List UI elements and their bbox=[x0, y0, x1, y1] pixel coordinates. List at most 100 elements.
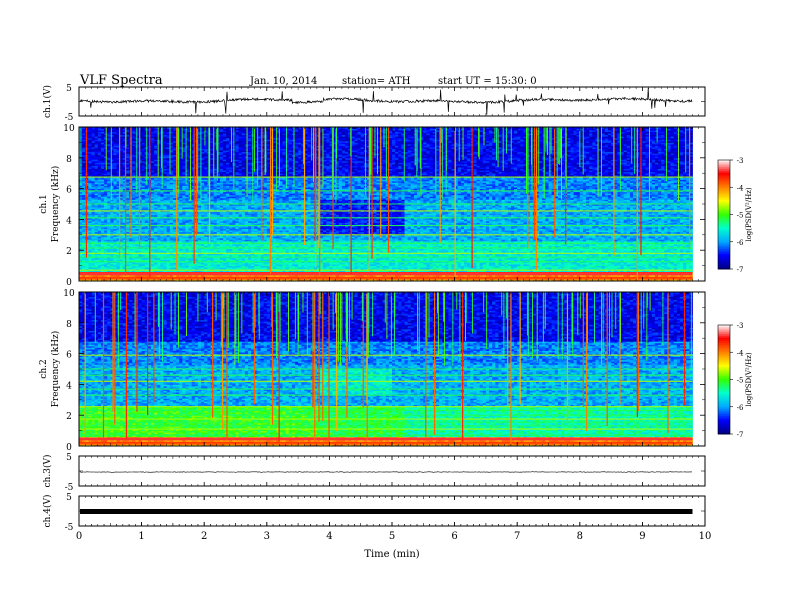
spectrogram-cell bbox=[294, 265, 299, 268]
spectrogram-cell bbox=[341, 267, 346, 270]
spectrogram-cell bbox=[448, 265, 452, 268]
spectrogram-cell bbox=[313, 270, 318, 273]
spectrogram-cell bbox=[248, 264, 252, 266]
spectrogram-cell bbox=[254, 274, 258, 277]
spectrogram-cell bbox=[298, 265, 302, 268]
spectrogram-cell bbox=[607, 279, 612, 282]
spectrogram-cell bbox=[320, 265, 324, 268]
spectrogram-cell bbox=[388, 274, 393, 277]
spectrogram-cell bbox=[679, 274, 684, 277]
spectrogram-cell bbox=[467, 267, 471, 270]
spectrogram-cell bbox=[454, 268, 459, 271]
spectrogram-cell bbox=[614, 262, 618, 265]
spectrogram-cell bbox=[113, 279, 117, 282]
spectrogram-cell bbox=[150, 274, 155, 277]
spectrogram-cell bbox=[107, 268, 111, 271]
spectrogram-cell bbox=[251, 270, 255, 273]
spectrogram-cell bbox=[157, 267, 161, 270]
spectrogram-cell bbox=[601, 279, 606, 282]
spectrogram-cell bbox=[592, 262, 596, 265]
spectrogram-cell bbox=[410, 268, 415, 271]
spectrogram-cell bbox=[429, 264, 434, 266]
spectrogram-cell bbox=[579, 270, 584, 273]
spectrogram-cell bbox=[529, 274, 534, 277]
spectrogram-cell bbox=[194, 268, 199, 271]
spectrogram-cell bbox=[176, 270, 180, 273]
spectrogram-cell bbox=[542, 262, 546, 265]
spectrogram-cell bbox=[495, 270, 499, 273]
spectrogram-cell bbox=[176, 262, 180, 265]
spectrogram-cell bbox=[539, 265, 543, 268]
spectrogram-cell bbox=[586, 265, 590, 268]
spectrogram-cell bbox=[248, 274, 252, 277]
spectrogram-cell bbox=[445, 274, 449, 277]
spectrogram-cell bbox=[376, 270, 380, 273]
spectrogram-cell bbox=[404, 274, 409, 277]
spectrogram-cell bbox=[485, 267, 490, 270]
spectrogram-cell bbox=[160, 274, 164, 277]
spectrogram-cell bbox=[442, 262, 446, 265]
spectrogram-cell bbox=[604, 279, 609, 282]
spectrogram-cell bbox=[154, 264, 158, 266]
spectrogram-cell bbox=[269, 262, 274, 265]
spectrogram-cell bbox=[457, 274, 462, 277]
spectrogram-cell bbox=[116, 262, 121, 265]
spectrogram-cell bbox=[404, 267, 409, 270]
spectrogram-cell bbox=[269, 267, 274, 270]
spectrogram-cell bbox=[97, 270, 102, 273]
spectrogram-cell bbox=[460, 268, 465, 271]
spectrogram-cell bbox=[213, 279, 218, 282]
spectrogram-cell bbox=[551, 279, 556, 282]
spectrogram-cell bbox=[104, 267, 108, 270]
spectrogram-cell bbox=[598, 274, 603, 277]
spectrogram-cell bbox=[197, 265, 202, 268]
spectrogram-cell bbox=[338, 279, 343, 282]
spectrogram-cell bbox=[673, 279, 678, 282]
spectrogram-cell bbox=[238, 264, 243, 266]
spectrogram-cell bbox=[326, 270, 330, 273]
spectrogram-cell bbox=[282, 279, 286, 282]
spectrogram-cell bbox=[320, 274, 324, 277]
spectrogram-cell bbox=[182, 265, 186, 268]
spectrogram-cell bbox=[542, 268, 546, 271]
spectrogram-cell bbox=[611, 268, 615, 271]
spectrogram-cell bbox=[445, 264, 449, 266]
spectrogram-cell bbox=[651, 279, 656, 282]
spectrogram-cell bbox=[629, 265, 634, 268]
spectrogram-cell bbox=[392, 264, 396, 266]
spectrogram-cell bbox=[548, 262, 553, 265]
spectrogram-cell bbox=[241, 264, 246, 266]
spectrogram-cell bbox=[407, 264, 412, 266]
spectrogram-cell bbox=[382, 265, 387, 268]
spectrogram-cell bbox=[288, 268, 293, 271]
spectrogram-cell bbox=[360, 265, 365, 268]
spectrogram-cell bbox=[489, 279, 493, 282]
spectrogram-cell bbox=[532, 267, 537, 270]
spectrogram-cell bbox=[654, 262, 659, 265]
spectrogram-cell bbox=[307, 262, 312, 265]
spectrogram-cell bbox=[210, 274, 214, 277]
spectrogram-cell bbox=[266, 274, 271, 277]
spectrogram-cell bbox=[282, 267, 286, 270]
spectrogram-cell bbox=[639, 262, 643, 265]
spectrogram-cell bbox=[670, 264, 675, 266]
spectrogram-cell bbox=[595, 279, 599, 282]
spectrogram-cell bbox=[489, 274, 493, 277]
spectrogram-cell bbox=[401, 267, 405, 270]
spectrogram-cell bbox=[182, 274, 186, 277]
spectrogram-cell bbox=[642, 274, 646, 277]
spectrogram-cell bbox=[654, 279, 659, 282]
spectrogram-cell bbox=[291, 264, 296, 266]
spectrogram-cell bbox=[201, 267, 205, 270]
spectrogram-cell bbox=[429, 270, 434, 273]
spectrogram-cell bbox=[191, 262, 196, 265]
spectrogram-cell bbox=[110, 262, 114, 265]
spectrogram-cell bbox=[104, 279, 108, 282]
spectrogram-cell bbox=[454, 265, 459, 268]
spectrogram-cell bbox=[348, 274, 352, 277]
spectrogram-cell bbox=[523, 264, 527, 266]
spectrogram-cell bbox=[535, 267, 540, 270]
spectrogram-cell bbox=[476, 265, 481, 268]
spectrogram-cell bbox=[554, 274, 559, 277]
spectrogram-cell bbox=[107, 274, 111, 277]
